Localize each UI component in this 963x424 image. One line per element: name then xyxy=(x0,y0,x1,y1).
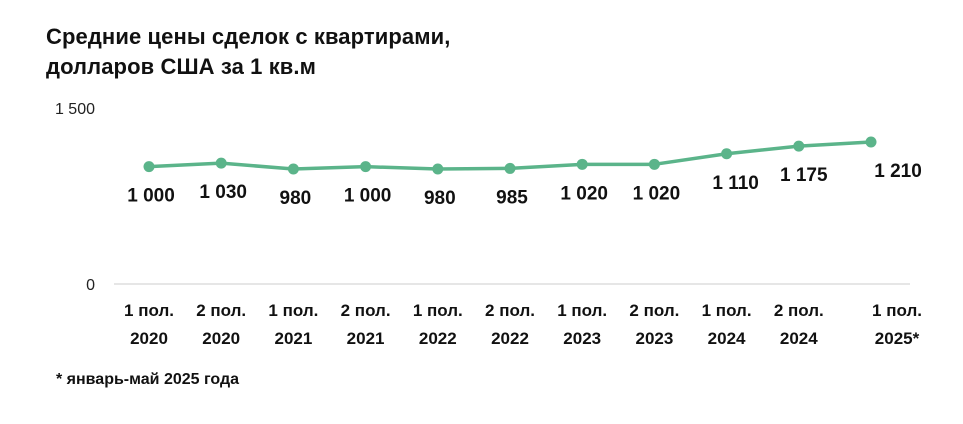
chart-title-line-1: Средние цены сделок с квартирами, xyxy=(46,24,451,49)
data-point xyxy=(143,161,155,173)
data-label: 1 030 xyxy=(199,182,247,203)
x-tick-label-period: 1 пол. xyxy=(124,301,174,320)
data-label: 1 020 xyxy=(560,183,608,204)
x-tick-label-year: 2022 xyxy=(419,329,457,348)
x-tick-label-year: 2021 xyxy=(274,329,312,348)
x-tick-label-year: 2023 xyxy=(563,329,601,348)
x-tick-label-year: 2022 xyxy=(491,329,529,348)
data-label: 1 175 xyxy=(780,165,828,186)
x-tick-label-period: 2 пол. xyxy=(629,301,679,320)
chart-title-line-2: долларов США за 1 кв.м xyxy=(46,54,317,79)
data-label: 1 210 xyxy=(874,161,922,182)
data-label: 1 000 xyxy=(344,186,392,207)
data-point xyxy=(865,136,877,148)
data-point xyxy=(360,161,372,173)
x-tick-label-period: 1 пол. xyxy=(268,301,318,320)
x-tick-label-period: 2 пол. xyxy=(341,301,391,320)
data-point xyxy=(215,157,227,169)
data-point xyxy=(287,163,299,175)
x-tick-label-year: 2020 xyxy=(202,329,240,348)
x-tick-label-year: 2020 xyxy=(130,329,168,348)
footnote: * январь-май 2025 года xyxy=(56,371,240,388)
data-point xyxy=(721,148,733,160)
data-point xyxy=(793,140,805,152)
x-tick-label-year: 2025* xyxy=(875,329,920,348)
data-label: 980 xyxy=(424,188,456,209)
x-tick-label-period: 1 пол. xyxy=(413,301,463,320)
data-label: 1 020 xyxy=(633,183,681,204)
y-tick-label: 0 xyxy=(86,277,95,294)
x-tick-label-year: 2024 xyxy=(708,329,746,348)
data-point xyxy=(432,163,444,175)
y-tick-label: 1 500 xyxy=(55,101,95,118)
x-tick-label-year: 2024 xyxy=(780,329,818,348)
data-point xyxy=(504,162,516,174)
data-label: 1 000 xyxy=(127,186,175,207)
data-label: 985 xyxy=(496,187,528,208)
x-tick-label-period: 2 пол. xyxy=(196,301,246,320)
data-label: 1 110 xyxy=(712,173,759,194)
x-tick-label-period: 2 пол. xyxy=(774,301,824,320)
x-tick-label-year: 2023 xyxy=(635,329,673,348)
data-label: 980 xyxy=(280,188,312,209)
x-tick-label-period: 1 пол. xyxy=(872,301,922,320)
x-tick-label-period: 1 пол. xyxy=(702,301,752,320)
x-tick-label-period: 2 пол. xyxy=(485,301,535,320)
x-tick-label-period: 1 пол. xyxy=(557,301,607,320)
chart-title: Средние цены сделок с квартирами, доллар… xyxy=(46,22,450,82)
x-tick-label-year: 2021 xyxy=(347,329,385,348)
data-point xyxy=(576,158,588,170)
data-point xyxy=(648,158,660,170)
